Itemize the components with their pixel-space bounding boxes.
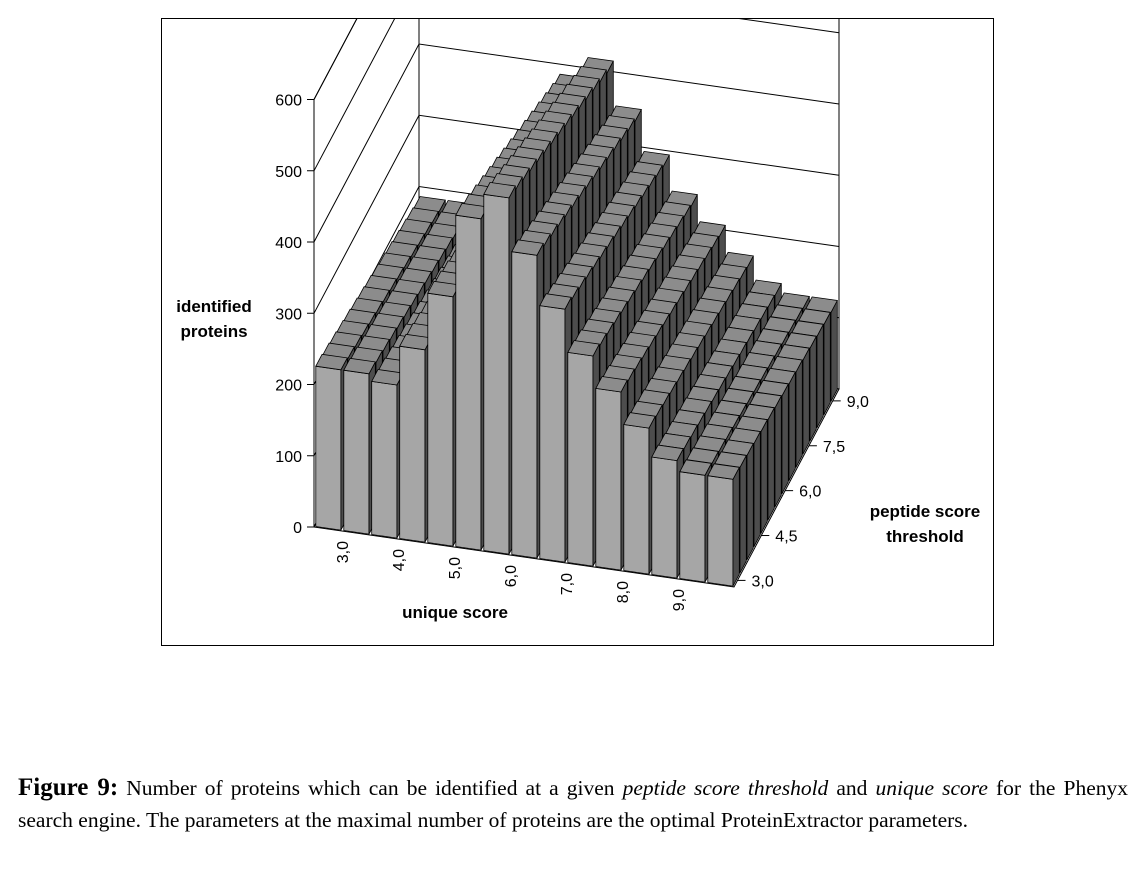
- bar-front-face: [483, 193, 510, 555]
- bar-top-face: [567, 340, 600, 357]
- bar: [567, 340, 600, 567]
- y-axis-title-line1: peptide score: [870, 502, 981, 521]
- bar-top-face: [679, 459, 712, 476]
- x-tick-label: 7,0: [559, 573, 576, 595]
- gridline: [313, 114, 840, 314]
- y-tick-label: 7,5: [823, 439, 845, 456]
- y-tick-label: 9,0: [847, 394, 869, 411]
- x-tick-label: 4,0: [391, 549, 408, 571]
- x-tick-label: 5,0: [447, 557, 464, 579]
- bar-front-face: [679, 471, 706, 583]
- bar-top-face: [511, 239, 544, 256]
- caption-text-3: for the Phenyx search engine. The parame…: [18, 776, 1129, 832]
- bar-front-face: [539, 305, 566, 563]
- bar-side-face: [788, 371, 796, 481]
- bar: [651, 444, 684, 579]
- bar: [455, 202, 488, 551]
- bar-front-face: [707, 475, 734, 587]
- bar-front-face: [455, 214, 482, 551]
- y-tick-label: 6,0: [799, 484, 821, 501]
- z-tick-label: 600: [275, 93, 302, 110]
- bar-front-face: [399, 345, 426, 543]
- gridline: [313, 19, 358, 100]
- caption-emphasis-1: peptide score threshold: [622, 776, 829, 800]
- bar: [511, 239, 544, 559]
- y-tick-label: 4,5: [775, 529, 797, 546]
- z-axis-title-line2: proteins: [180, 322, 247, 341]
- bar-side-face: [746, 443, 754, 560]
- bar-side-face: [781, 383, 789, 494]
- bar: [343, 357, 376, 535]
- bar-side-face: [760, 419, 768, 534]
- gridline: [313, 19, 840, 172]
- bar-top-face: [539, 293, 572, 310]
- z-tick-label: 0: [293, 520, 302, 537]
- gridline: [313, 43, 840, 243]
- bar-top-face: [343, 357, 376, 375]
- z-axis-title-line1: identified: [176, 297, 252, 316]
- bar-front-face: [343, 369, 370, 535]
- z-tick-label: 300: [275, 306, 302, 323]
- bar-front-face: [315, 365, 342, 531]
- bar-top-face: [315, 353, 348, 371]
- chart-bars: [315, 57, 838, 587]
- bar-top-face: [651, 444, 684, 462]
- bar-top-face: [595, 376, 628, 393]
- x-axis-title: unique score: [402, 603, 508, 622]
- bar-side-face: [802, 348, 810, 455]
- bar-side-face: [732, 467, 740, 587]
- bar-front-face: [427, 292, 454, 547]
- x-tick-label: 6,0: [503, 565, 520, 587]
- z-tick-label: 400: [275, 235, 302, 252]
- bar-front-face: [651, 456, 678, 579]
- chart-axes: 0 100 200 300 400 500 600 3,0 4,0 5,0 6,0 7,0 8,0 9,0…: [275, 93, 869, 612]
- y-axis-title-line2: threshold: [886, 527, 963, 546]
- caption-label: Figure 9:: [18, 774, 119, 801]
- bar: [315, 353, 348, 531]
- bar-side-face: [823, 312, 831, 415]
- bar-top-face: [483, 181, 516, 199]
- bar: [371, 369, 404, 539]
- bar: [623, 412, 656, 575]
- bar-side-face: [809, 336, 817, 442]
- bar-side-face: [739, 455, 747, 574]
- z-tick-label: 500: [275, 164, 302, 181]
- bar-top-face: [707, 463, 740, 480]
- bar-front-face: [371, 380, 398, 539]
- bar-side-face: [767, 407, 775, 521]
- figure-caption: Figure 9: Number of proteins which can b…: [18, 772, 1128, 836]
- bar-side-face: [795, 359, 803, 468]
- bar: [483, 181, 516, 555]
- bar-side-face: [830, 300, 838, 402]
- caption-emphasis-2: unique score: [875, 776, 988, 800]
- bar-front-face: [511, 251, 538, 559]
- bar-side-face: [753, 431, 761, 547]
- bar-front-face: [623, 424, 650, 575]
- bar-front-face: [595, 387, 622, 571]
- x-tick-label: 8,0: [615, 581, 632, 603]
- chart-frame: 0 100 200 300 400 500 600 3,0 4,0 5,0 6,0 7,0 8,0 9,0…: [161, 18, 994, 646]
- bar: [539, 293, 572, 563]
- bar: [427, 280, 460, 547]
- y-tick-label: 3,0: [752, 573, 774, 590]
- x-tick-label: 9,0: [671, 589, 688, 611]
- z-tick-label: 100: [275, 449, 302, 466]
- caption-text-1: Number of proteins which can be identifi…: [118, 776, 623, 800]
- bar-top-face: [623, 412, 656, 429]
- bar: [679, 459, 712, 583]
- z-tick-label: 200: [275, 378, 302, 395]
- chart-3d-bar: 0 100 200 300 400 500 600 3,0 4,0 5,0 6,0 7,0 8,0 9,0…: [176, 19, 981, 622]
- bar-side-face: [774, 395, 782, 508]
- bar: [707, 463, 740, 587]
- x-tick-label: 3,0: [335, 541, 352, 563]
- bar: [399, 333, 432, 543]
- bar-front-face: [567, 351, 594, 567]
- bar: [595, 376, 628, 571]
- bar-side-face: [816, 324, 824, 428]
- caption-text-2: and: [828, 776, 876, 800]
